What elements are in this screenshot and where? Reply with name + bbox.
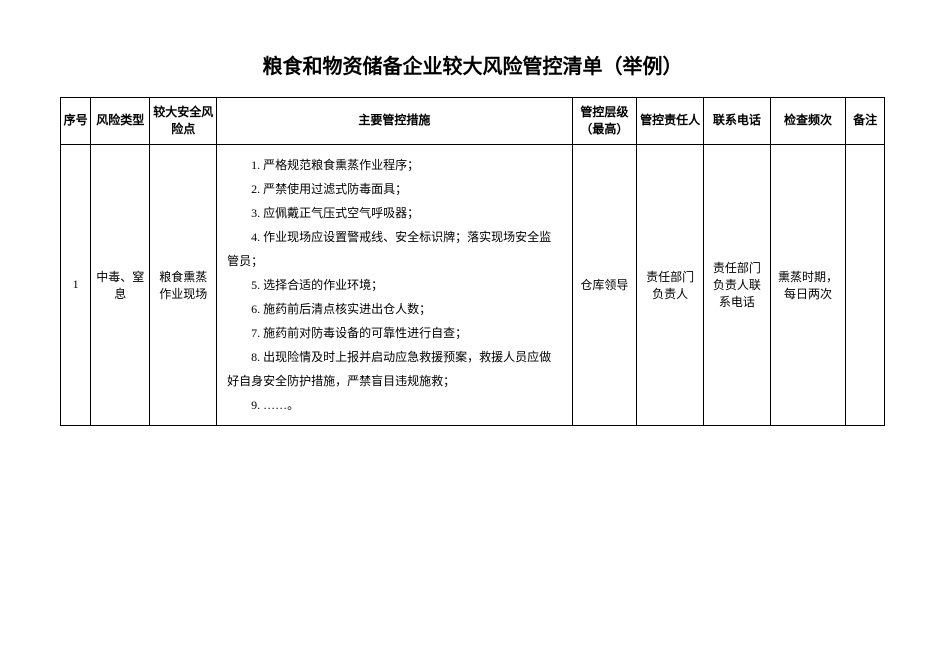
page-title: 粮食和物资储备企业较大风险管控清单（举例） (60, 50, 885, 79)
table-header-row: 序号 风险类型 较大安全风险点 主要管控措施 管控层级（最高） 管控责任人 联系… (61, 98, 885, 145)
measure-item: 5. 选择合适的作业环境； (227, 273, 561, 297)
cell-responsible: 责任部门负责人 (637, 144, 704, 425)
cell-seq: 1 (61, 144, 91, 425)
measure-item: 7. 施药前对防毒设备的可靠性进行自查； (227, 321, 561, 345)
cell-phone: 责任部门负责人联系电话 (704, 144, 771, 425)
header-frequency: 检查频次 (770, 98, 845, 145)
cell-risk-point: 粮食熏蒸作业现场 (150, 144, 217, 425)
cell-remark (846, 144, 885, 425)
header-control-level: 管控层级（最高） (572, 98, 637, 145)
table-row: 1 中毒、窒息 粮食熏蒸作业现场 1. 严格规范粮食熏蒸作业程序； 2. 严禁使… (61, 144, 885, 425)
measure-item: 2. 严禁使用过滤式防毒面具； (227, 177, 561, 201)
header-remark: 备注 (846, 98, 885, 145)
cell-risk-type: 中毒、窒息 (91, 144, 150, 425)
measure-item: 1. 严格规范粮食熏蒸作业程序； (227, 153, 561, 177)
measure-item: 4. 作业现场应设置警戒线、安全标识牌；落实现场安全监管员； (227, 225, 561, 273)
measure-item: 3. 应佩戴正气压式空气呼吸器； (227, 201, 561, 225)
measure-item: 9. ……。 (227, 393, 561, 417)
header-risk-type: 风险类型 (91, 98, 150, 145)
header-seq: 序号 (61, 98, 91, 145)
header-responsible: 管控责任人 (637, 98, 704, 145)
risk-control-table: 序号 风险类型 较大安全风险点 主要管控措施 管控层级（最高） 管控责任人 联系… (60, 97, 885, 426)
header-phone: 联系电话 (704, 98, 771, 145)
header-measures: 主要管控措施 (217, 98, 572, 145)
cell-frequency: 熏蒸时期，每日两次 (770, 144, 845, 425)
header-risk-point: 较大安全风险点 (150, 98, 217, 145)
cell-measures: 1. 严格规范粮食熏蒸作业程序； 2. 严禁使用过滤式防毒面具； 3. 应佩戴正… (217, 144, 572, 425)
measure-item: 6. 施药前后清点核实进出仓人数； (227, 297, 561, 321)
measure-item: 8. 出现险情及时上报并启动应急救援预案，救援人员应做好自身安全防护措施，严禁盲… (227, 345, 561, 393)
cell-control-level: 仓库领导 (572, 144, 637, 425)
